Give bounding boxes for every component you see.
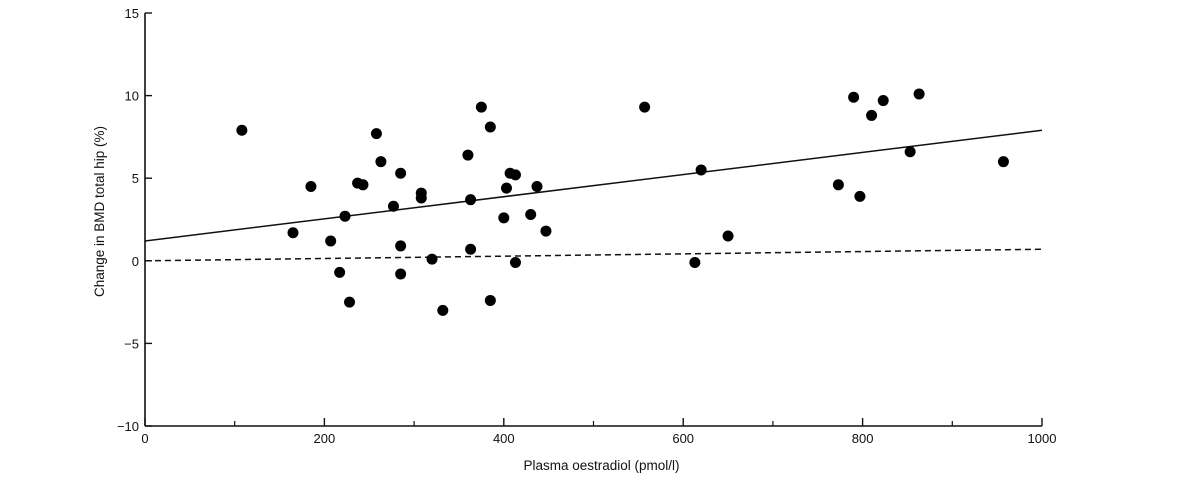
regression-line: [144, 129, 1043, 242]
data-point: [854, 190, 866, 202]
data-point: [695, 164, 707, 176]
data-point: [287, 227, 299, 239]
reference-line-dashed: [144, 248, 1043, 262]
data-point: [639, 101, 651, 113]
data-point: [848, 91, 860, 103]
data-point: [540, 225, 552, 237]
data-point: [689, 256, 701, 268]
x-tick-label: 200: [314, 431, 336, 446]
data-point: [437, 304, 449, 316]
data-point: [395, 167, 407, 179]
data-point: [325, 235, 337, 247]
x-tick-label: 0: [141, 431, 148, 446]
data-point: [375, 156, 387, 168]
y-tick-label: 15: [125, 6, 139, 21]
y-axis-title: Change in BMD total hip (%): [92, 126, 107, 297]
y-tick-label: 0: [132, 254, 139, 269]
data-point: [832, 179, 844, 191]
data-point: [357, 179, 369, 191]
data-point: [509, 169, 521, 181]
data-point: [426, 253, 438, 265]
y-tick-label: 10: [125, 89, 139, 104]
data-point: [387, 200, 399, 212]
data-point: [509, 256, 521, 268]
data-point: [334, 266, 346, 278]
data-point: [500, 182, 512, 194]
data-point: [465, 243, 477, 255]
data-point: [498, 212, 510, 224]
x-tick-label: 600: [672, 431, 694, 446]
data-point: [525, 209, 537, 221]
data-point: [395, 268, 407, 280]
data-point: [866, 109, 878, 121]
data-point: [395, 240, 407, 252]
fitted-lines: [144, 129, 1043, 262]
data-point: [484, 294, 496, 306]
data-point: [475, 101, 487, 113]
data-point: [344, 296, 356, 308]
data-point: [415, 192, 427, 204]
data-point: [305, 180, 317, 192]
data-point: [531, 180, 543, 192]
x-axis-title: Plasma oestradiol (pmol/l): [523, 458, 679, 473]
data-point: [370, 128, 382, 140]
x-tick-label: 400: [493, 431, 515, 446]
x-tick-label: 1000: [1028, 431, 1057, 446]
y-tick-label: −5: [124, 336, 139, 351]
data-point: [484, 121, 496, 133]
data-point: [913, 88, 925, 100]
data-point: [904, 146, 916, 158]
data-point: [339, 210, 351, 222]
data-point: [462, 149, 474, 161]
data-point: [722, 230, 734, 242]
x-tick-label: 800: [852, 431, 874, 446]
data-points: [236, 88, 1009, 316]
data-point: [997, 156, 1009, 168]
data-point: [236, 124, 248, 136]
data-point: [877, 95, 889, 107]
axes: [144, 13, 1042, 427]
y-tick-label: 5: [132, 171, 139, 186]
data-point: [465, 194, 477, 206]
x-ticks: 0 200 400 600 800 1000: [141, 418, 1056, 446]
y-ticks: −10 −5 0 5 10 15: [117, 6, 152, 434]
y-tick-label: −10: [117, 419, 139, 434]
